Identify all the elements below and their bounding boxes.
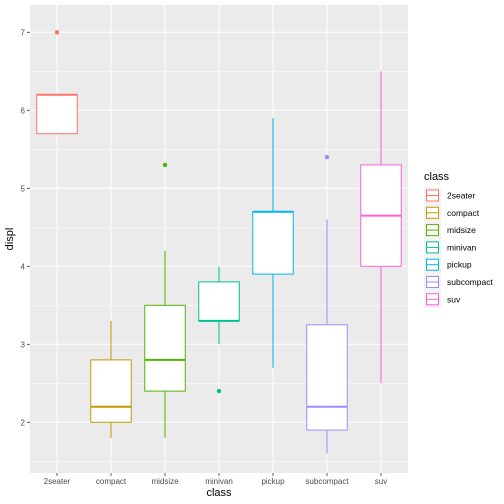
y-tick-label: 3 (21, 340, 26, 349)
outlier-point (54, 30, 60, 35)
outlier-point (324, 154, 330, 160)
box (144, 304, 186, 392)
grid (30, 5, 408, 473)
legend-label: pickup (447, 260, 472, 270)
legend-title: class (424, 171, 450, 183)
legend-label: 2seater (447, 191, 476, 201)
legend: class 2seater compact midsize minivan pickup… (424, 171, 493, 308)
y-tick-label: 7 (21, 28, 26, 37)
legend-label: subcompact (447, 277, 493, 287)
legend-item-subcompact: subcompact (424, 273, 493, 291)
x-axis-title: class (206, 487, 232, 499)
legend-item-compact: compact (424, 204, 480, 222)
legend-item-2seater: 2seater (424, 187, 476, 204)
box-group-compact (90, 320, 132, 438)
x-tick-label: subcompact (305, 477, 349, 486)
outlier-point (216, 388, 222, 394)
x-tick-label: midsize (151, 477, 179, 486)
box-group-minivan (198, 266, 240, 394)
x-tick-label: minivan (205, 477, 233, 486)
box-group-pickup (252, 118, 294, 368)
outlier-point (162, 162, 168, 168)
legend-item-suv: suv (424, 290, 461, 308)
box-group-2seater (36, 30, 78, 135)
y-tick-label: 2 (21, 418, 26, 427)
y-axis-title: displ (4, 228, 16, 251)
box (36, 94, 78, 135)
box (252, 211, 294, 275)
x-tick-label: pickup (261, 477, 285, 486)
box-group-subcompact (306, 154, 348, 454)
x-tick-label: compact (96, 477, 127, 486)
x-tick-label: 2seater (44, 477, 71, 486)
box-group-suv (360, 71, 402, 384)
legend-label: minivan (447, 242, 477, 252)
y-tick-label: 6 (21, 106, 26, 115)
box-marks (36, 30, 402, 454)
x-axis: 2seater compact midsize minivan pickup subcom… (44, 473, 387, 486)
legend-item-pickup: pickup (424, 256, 472, 274)
y-axis: 2 3 4 5 6 7 (21, 28, 30, 427)
box (198, 281, 240, 322)
legend-label: midsize (447, 225, 476, 235)
legend-item-midsize: midsize (424, 221, 476, 239)
box (90, 359, 132, 423)
y-tick-label: 5 (21, 184, 26, 193)
legend-label: suv (447, 294, 461, 304)
y-tick-label: 4 (21, 262, 26, 271)
x-tick-label: suv (375, 477, 387, 486)
box-group-midsize (144, 162, 186, 438)
legend-item-minivan: minivan (424, 238, 477, 256)
legend-label: compact (447, 208, 480, 218)
box (306, 324, 348, 431)
